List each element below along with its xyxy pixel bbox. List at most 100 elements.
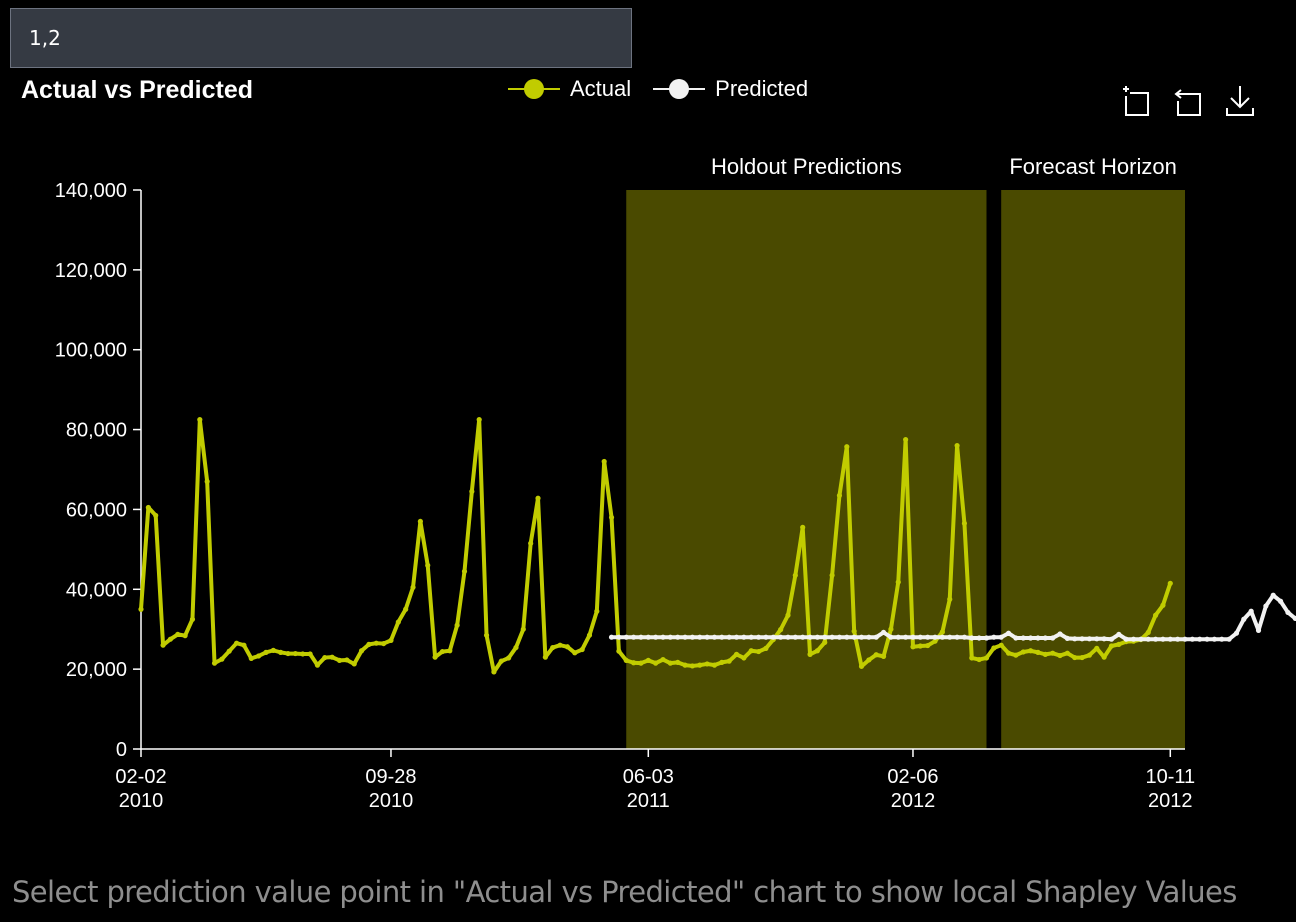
data-point[interactable]: [572, 650, 578, 656]
data-point[interactable]: [219, 656, 225, 662]
data-point[interactable]: [388, 637, 394, 643]
data-point[interactable]: [263, 649, 269, 655]
data-point[interactable]: [1211, 636, 1218, 642]
data-point[interactable]: [961, 634, 968, 640]
data-point[interactable]: [954, 442, 960, 449]
data-point[interactable]: [1013, 635, 1019, 641]
data-point[interactable]: [770, 634, 776, 640]
data-point[interactable]: [1079, 654, 1085, 661]
data-point[interactable]: [910, 634, 916, 640]
data-point[interactable]: [1013, 652, 1019, 658]
data-point[interactable]: [601, 458, 607, 465]
data-point[interactable]: [241, 642, 247, 648]
data-point[interactable]: [939, 629, 945, 635]
data-point[interactable]: [711, 634, 718, 640]
legend-item-actual[interactable]: Actual: [508, 74, 631, 104]
data-point[interactable]: [579, 646, 585, 653]
data-point[interactable]: [1094, 636, 1100, 642]
data-point[interactable]: [814, 634, 820, 640]
data-point[interactable]: [461, 568, 468, 574]
data-point[interactable]: [476, 416, 482, 423]
data-point[interactable]: [1020, 649, 1026, 655]
data-point[interactable]: [792, 634, 798, 640]
data-point[interactable]: [851, 628, 857, 634]
data-point[interactable]: [719, 634, 725, 640]
data-point[interactable]: [381, 640, 387, 647]
data-point[interactable]: [447, 648, 453, 654]
data-point[interactable]: [792, 572, 798, 578]
data-point[interactable]: [1108, 643, 1115, 649]
data-point[interactable]: [888, 626, 894, 632]
data-point[interactable]: [1145, 636, 1151, 642]
data-point[interactable]: [630, 660, 637, 666]
data-point[interactable]: [1057, 652, 1063, 659]
data-point[interactable]: [608, 634, 615, 640]
data-point[interactable]: [954, 634, 960, 640]
data-point[interactable]: [189, 616, 196, 622]
data-point[interactable]: [785, 634, 791, 640]
data-point[interactable]: [1270, 592, 1276, 598]
data-point[interactable]: [1050, 650, 1056, 656]
data-point[interactable]: [1116, 631, 1122, 638]
data-point[interactable]: [535, 495, 541, 501]
data-point[interactable]: [1292, 615, 1296, 622]
data-point[interactable]: [682, 634, 688, 640]
data-point[interactable]: [895, 579, 901, 585]
data-point[interactable]: [307, 651, 313, 657]
data-point[interactable]: [983, 635, 990, 641]
zoom-reset-icon[interactable]: [1172, 84, 1204, 118]
data-point[interactable]: [483, 632, 490, 638]
data-point[interactable]: [1035, 649, 1041, 655]
data-point[interactable]: [829, 634, 835, 640]
data-point[interactable]: [278, 649, 284, 655]
data-point[interactable]: [1233, 630, 1240, 636]
data-point[interactable]: [1197, 636, 1203, 642]
data-point[interactable]: [983, 655, 990, 661]
data-point[interactable]: [711, 662, 718, 668]
data-point[interactable]: [469, 488, 475, 495]
data-point[interactable]: [329, 654, 335, 660]
data-point[interactable]: [976, 656, 982, 663]
data-point[interactable]: [1108, 636, 1115, 642]
data-point[interactable]: [1248, 608, 1254, 614]
data-point[interactable]: [807, 634, 813, 640]
data-point[interactable]: [697, 634, 703, 640]
data-point[interactable]: [822, 634, 828, 640]
data-point[interactable]: [844, 444, 850, 450]
data-point[interactable]: [138, 606, 144, 612]
data-point[interactable]: [814, 648, 820, 654]
data-point[interactable]: [1005, 630, 1012, 636]
data-point[interactable]: [314, 662, 321, 668]
data-point[interactable]: [763, 645, 769, 651]
data-point[interactable]: [520, 626, 526, 632]
data-point[interactable]: [498, 658, 504, 664]
data-point[interactable]: [454, 622, 460, 628]
data-point[interactable]: [800, 524, 806, 530]
data-point[interactable]: [1101, 654, 1107, 660]
data-point[interactable]: [645, 634, 651, 640]
data-point[interactable]: [660, 634, 666, 640]
data-point[interactable]: [991, 634, 997, 640]
data-point[interactable]: [270, 647, 276, 653]
data-point[interactable]: [719, 659, 725, 665]
data-point[interactable]: [755, 634, 762, 640]
data-point[interactable]: [1086, 636, 1093, 642]
data-point[interactable]: [689, 663, 696, 669]
data-point[interactable]: [1035, 635, 1041, 641]
data-point[interactable]: [660, 656, 666, 663]
legend-item-predicted[interactable]: Predicted: [653, 74, 808, 104]
data-point[interactable]: [1116, 641, 1122, 647]
data-point[interactable]: [880, 629, 887, 636]
data-point[interactable]: [903, 436, 909, 443]
data-point[interactable]: [1020, 635, 1026, 641]
data-point[interactable]: [726, 634, 732, 640]
data-point[interactable]: [1072, 654, 1078, 661]
data-point[interactable]: [998, 642, 1004, 648]
zoom-select-icon[interactable]: [1120, 84, 1152, 118]
data-point[interactable]: [373, 640, 379, 646]
data-point[interactable]: [1130, 636, 1137, 642]
data-point[interactable]: [1219, 636, 1225, 642]
data-point[interactable]: [682, 662, 688, 668]
data-point[interactable]: [1064, 650, 1070, 656]
data-point[interactable]: [653, 660, 659, 666]
